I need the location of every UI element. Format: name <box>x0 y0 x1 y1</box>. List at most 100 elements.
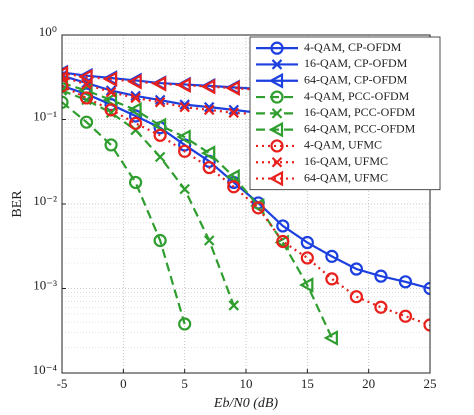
series-layer <box>62 64 430 346</box>
legend-marker <box>271 156 283 168</box>
marker <box>203 235 215 246</box>
y-tick-label: 10⁻⁴ <box>33 362 58 377</box>
marker <box>62 65 69 82</box>
marker <box>227 180 241 194</box>
marker <box>423 281 430 296</box>
marker <box>374 269 388 283</box>
marker <box>398 275 413 289</box>
x-tick-label: 20 <box>362 376 375 391</box>
marker <box>127 73 142 90</box>
marker <box>225 80 240 96</box>
marker <box>102 92 118 108</box>
marker <box>251 201 265 215</box>
y-tick-label: 10⁻¹ <box>33 108 57 123</box>
marker <box>176 129 191 145</box>
plot-frame <box>61 34 431 374</box>
marker <box>105 86 117 98</box>
legend-label: 64-QAM, PCC-OFDM <box>304 121 416 135</box>
marker <box>200 145 216 161</box>
legend-marker <box>270 139 284 153</box>
marker <box>62 71 68 83</box>
y-tick-label: 10⁻² <box>33 193 57 208</box>
marker <box>130 92 141 104</box>
y-tick-label: 10⁻³ <box>33 277 57 292</box>
marker <box>200 78 216 95</box>
marker <box>79 91 94 105</box>
y-axis-label: BER <box>10 190 25 218</box>
marker <box>153 128 167 142</box>
marker <box>276 234 290 249</box>
marker <box>276 219 290 233</box>
legend-marker <box>271 108 283 119</box>
marker <box>398 309 413 323</box>
marker <box>300 251 314 265</box>
marker <box>154 151 166 163</box>
legend-marker <box>268 170 284 187</box>
marker <box>299 277 314 293</box>
marker <box>203 101 215 113</box>
marker <box>202 160 216 175</box>
x-tick-label: 0 <box>120 376 127 391</box>
marker <box>228 300 240 311</box>
marker <box>349 262 363 276</box>
legend-marker <box>268 121 284 138</box>
marker <box>179 99 190 110</box>
marker <box>102 71 118 88</box>
marker <box>325 272 339 286</box>
x-tick-label: 10 <box>240 376 253 391</box>
marker <box>104 138 118 152</box>
marker <box>300 235 314 250</box>
x-tick-label: -5 <box>57 376 68 391</box>
marker <box>151 75 167 92</box>
legend-label: 64-QAM, CP-OFDM <box>304 73 408 87</box>
marker <box>154 94 166 106</box>
series-line <box>62 101 186 325</box>
marker <box>225 168 240 185</box>
marker <box>178 144 192 158</box>
legend-label: 4-QAM, CP-OFDM <box>304 40 402 54</box>
marker <box>374 300 388 314</box>
marker <box>323 330 338 346</box>
marker <box>228 104 240 116</box>
marker <box>179 101 190 113</box>
marker <box>62 95 69 109</box>
marker <box>176 77 191 94</box>
marker <box>203 104 215 116</box>
marker <box>78 82 93 99</box>
legend-label: 4-QAM, PCC-OFDM <box>304 89 410 103</box>
legend-label: 16-QAM, CP-OFDM <box>304 56 408 70</box>
legend-marker <box>271 59 283 70</box>
x-tick-label: 25 <box>424 376 437 391</box>
x-tick-label: 5 <box>181 376 188 391</box>
x-tick-label: 15 <box>301 376 314 391</box>
legend-box <box>249 36 441 191</box>
marker <box>178 317 192 331</box>
y-tick-label: 10⁰ <box>39 24 57 39</box>
legend-label: 64-QAM, UFMC <box>304 170 388 184</box>
marker <box>105 107 117 119</box>
marker <box>79 115 94 129</box>
marker <box>78 68 93 85</box>
marker <box>129 175 143 190</box>
marker <box>127 102 142 118</box>
marker <box>154 96 166 108</box>
legend-marker <box>270 90 284 104</box>
marker <box>104 103 118 117</box>
legend-marker <box>270 41 284 55</box>
marker <box>129 116 143 130</box>
legend-marker <box>268 72 284 89</box>
x-axis-label: Eb/N0 (dB) <box>213 396 278 411</box>
marker <box>179 183 190 195</box>
marker <box>228 107 240 119</box>
marker <box>151 117 167 134</box>
marker <box>325 249 339 263</box>
legend-label: 16-QAM, UFMC <box>304 154 388 168</box>
marker <box>153 233 167 248</box>
series-line <box>62 84 430 327</box>
marker <box>349 290 363 304</box>
legend-label: 16-QAM, PCC-OFDM <box>304 105 416 119</box>
legend: 4-QAM, CP-OFDM 16-QAM, CP-OFDM 64-QAM, CP-… <box>249 36 441 191</box>
legend-label: 4-QAM, UFMC <box>304 138 382 152</box>
